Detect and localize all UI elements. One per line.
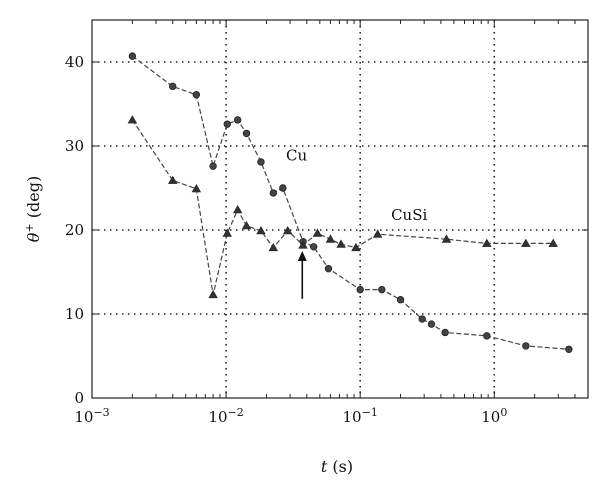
x-tick-label: 10−3 [74, 406, 109, 427]
y-axis-label: θ+ (deg) [23, 176, 44, 242]
gridlines [92, 20, 588, 398]
y-tick-label: 0 [74, 389, 84, 407]
data-point-cu [309, 243, 318, 251]
data-point-cu [242, 129, 251, 138]
y-tick-label: 30 [65, 137, 84, 155]
series-cusi: CuSi [127, 115, 558, 299]
data-point-cusi [241, 220, 252, 230]
data-point-cusi [298, 240, 308, 249]
data-point-cu [483, 332, 491, 340]
data-point-cu [565, 345, 573, 353]
data-point-cusi [441, 234, 452, 243]
series-cu: Cu [128, 52, 573, 353]
series-line-cusi [131, 119, 554, 295]
data-point-cusi [208, 289, 218, 299]
axis-ticks: 0 10 20 30 40 10−3 10−2 10−1 100 [65, 20, 588, 426]
data-point-cusi [325, 234, 336, 243]
data-point-cusi [482, 238, 492, 247]
annotation-arrow-head [297, 251, 307, 261]
series-line-cu [132, 55, 569, 350]
data-point-cusi [222, 228, 232, 237]
x-tick-label: 10−1 [343, 406, 378, 427]
data-point-cu [427, 320, 436, 328]
data-point-cusi [191, 184, 202, 193]
data-point-cu [378, 285, 386, 294]
annotation-layer [297, 251, 307, 299]
data-point-cusi [312, 228, 323, 237]
plot-frame [91, 19, 589, 399]
x-axis-label: t (s) [321, 457, 353, 476]
data-point-cu [128, 52, 137, 60]
data-point-cusi [521, 238, 531, 247]
data-point-cusi [168, 175, 178, 184]
data-point-cu [269, 189, 278, 197]
series-label-cu: Cu [286, 146, 307, 164]
data-point-cu [223, 120, 231, 128]
series-label-cusi: CuSi [391, 206, 427, 224]
data-point-cu [441, 328, 449, 337]
y-tick-label: 40 [65, 53, 84, 71]
series-layer: Cu CuSi [127, 52, 573, 353]
data-point-cu [418, 315, 426, 323]
x-tick-label: 10−2 [208, 406, 243, 427]
data-point-cusi [336, 239, 346, 248]
data-point-cu [279, 184, 287, 192]
data-point-cusi [127, 115, 138, 124]
x-tick-label: 100 [481, 406, 507, 427]
data-point-cusi [282, 226, 293, 235]
data-point-cu [209, 162, 217, 170]
y-tick-label: 20 [65, 221, 84, 239]
data-point-cu [396, 296, 405, 304]
data-point-cusi [256, 226, 266, 235]
data-point-cusi [372, 229, 383, 238]
data-point-cusi [548, 238, 558, 247]
data-point-cu [192, 91, 201, 99]
data-point-cusi [351, 242, 361, 252]
data-point-cu [356, 285, 364, 294]
data-point-cusi [232, 205, 243, 214]
data-point-cu [522, 342, 530, 350]
data-point-cu [169, 82, 177, 91]
data-point-cusi [268, 242, 279, 252]
y-tick-label: 10 [65, 305, 84, 323]
data-point-cu [324, 264, 333, 273]
data-point-cu [257, 158, 265, 166]
data-point-cu [233, 116, 242, 124]
